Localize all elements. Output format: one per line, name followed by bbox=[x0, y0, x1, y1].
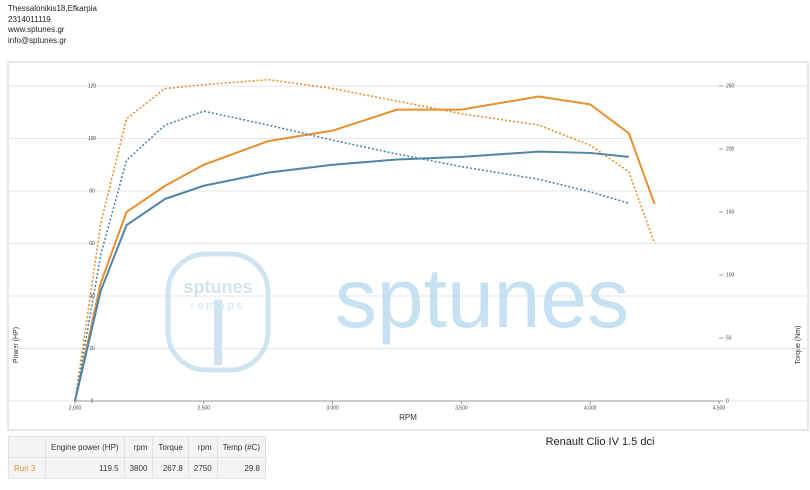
y2-tick-label: 200 bbox=[726, 146, 735, 152]
x-tick-label: 3,500 bbox=[455, 405, 468, 411]
y-tick-label: 60 bbox=[89, 241, 95, 247]
power-curve bbox=[74, 78, 656, 402]
x-tick-label: 4,000 bbox=[584, 405, 597, 411]
header-line: www.sptunes.gr bbox=[8, 25, 65, 34]
header-line: info@sptunes.gr bbox=[8, 35, 67, 45]
y2-tick-label: 50 bbox=[726, 335, 732, 341]
y-tick-label: 120 bbox=[88, 83, 97, 89]
table-cell: 3800 bbox=[123, 457, 154, 479]
logo-shape bbox=[165, 251, 271, 373]
chart: RPM Power (HP) Torque (Nm) 0 20 40 60 80 100 1… bbox=[7, 61, 809, 431]
x-tick-label: 2,000 bbox=[69, 405, 82, 411]
y2-tick-label: 150 bbox=[726, 209, 735, 215]
table-cell: 119.5 bbox=[45, 457, 125, 479]
empty-cell bbox=[8, 436, 46, 458]
y2-tick-label: 250 bbox=[726, 83, 735, 89]
y-tick-label: 20 bbox=[89, 346, 95, 352]
y-tick-label: 100 bbox=[88, 136, 97, 142]
table-cell: 29.8 bbox=[216, 457, 267, 479]
header-cell: Engine power (HP) bbox=[45, 436, 125, 458]
header-cell: Temp (#C) bbox=[216, 436, 267, 458]
y2-axis-label: Torque (Nm) bbox=[795, 326, 802, 365]
table-cell: Run 3 bbox=[8, 457, 46, 479]
table-cell: 2750 bbox=[187, 457, 218, 479]
x-axis-label: RPM bbox=[399, 413, 417, 422]
logo-subtext: remaps bbox=[191, 300, 246, 312]
chart-frame bbox=[7, 61, 809, 431]
y2-tick-label: 0 bbox=[726, 398, 729, 404]
y-axis-label: Power (HP) bbox=[13, 327, 20, 363]
header-cell: Torque bbox=[152, 436, 189, 458]
watermark: sptunes remaps sptunes bbox=[165, 251, 629, 373]
header: Thessalonikis18,Efkarpia 2314011119 www.sp… bbox=[8, 4, 97, 46]
y-tick-label: 80 bbox=[89, 188, 95, 194]
power-curve bbox=[74, 95, 656, 402]
table-header: Engine power (HP) rpm Torque rpm Temp (#C) bbox=[8, 436, 267, 458]
header-cell: rpm bbox=[187, 436, 218, 458]
logo-text: sptunes bbox=[183, 277, 252, 297]
y2-tick-label: 100 bbox=[726, 272, 735, 278]
x-tick-label: 3,000 bbox=[326, 405, 339, 411]
chart-title: Renault Clio IV 1.5 dci bbox=[545, 436, 655, 448]
results-table: Engine power (HP) rpm Torque rpm Temp (#C) Ru… bbox=[8, 436, 267, 479]
header-line: 2314011119 bbox=[8, 14, 51, 24]
watermark-text: sptunes bbox=[335, 251, 629, 345]
x-tick-label: 4,500 bbox=[713, 405, 726, 411]
table-row: Run 3 119.5 3800 267.8 2750 29.8 bbox=[8, 457, 267, 479]
y-tick-label: 40 bbox=[89, 293, 95, 299]
x-tick-label: 2,500 bbox=[198, 405, 211, 411]
header-cell: rpm bbox=[123, 436, 154, 458]
power-curve bbox=[74, 150, 629, 402]
table-cell: 267.8 bbox=[152, 457, 189, 479]
header-line: Thessalonikis18,Efkarpia bbox=[8, 4, 97, 13]
